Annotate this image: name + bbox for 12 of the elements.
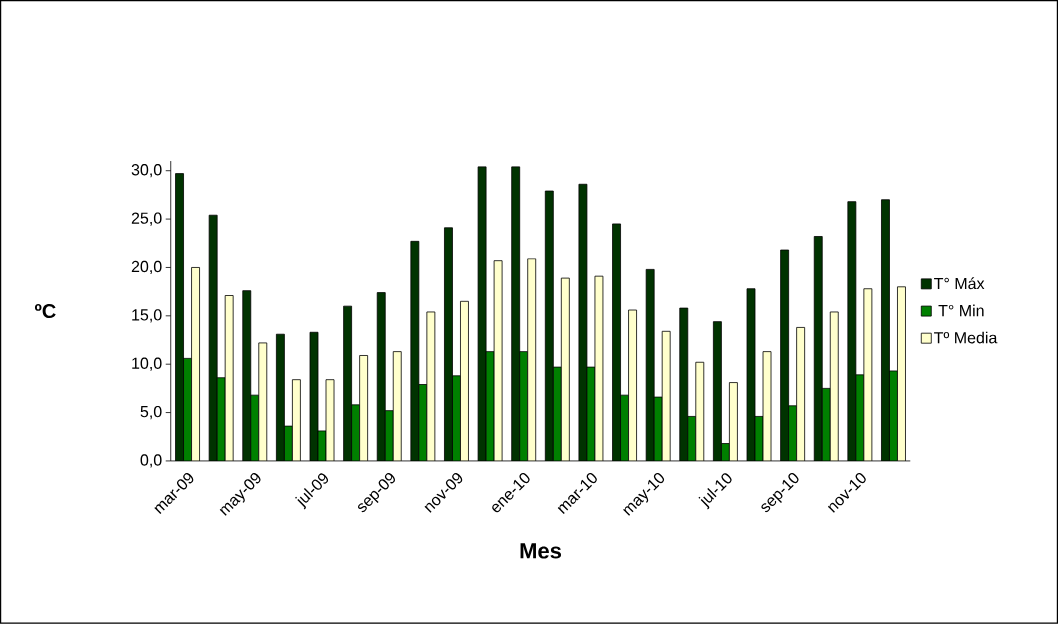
y-tick-label: 5,0 (140, 406, 162, 420)
y-tick-label: 0,0 (140, 454, 162, 468)
y-tick-label: 30,0 (131, 164, 162, 178)
y-tick-label: 20,0 (131, 261, 162, 275)
y-tick-label: 10,0 (132, 357, 162, 371)
legend-label: Tº Media (934, 331, 998, 344)
legend-label: T° Min (938, 304, 984, 317)
legend-label: T° Máx (934, 277, 985, 290)
x-axis-title: Mes (520, 543, 562, 559)
y-tick-label: 15,0 (132, 309, 162, 323)
y-tick-label: 25,0 (131, 212, 162, 226)
y-axis-title: ºC (34, 304, 56, 319)
